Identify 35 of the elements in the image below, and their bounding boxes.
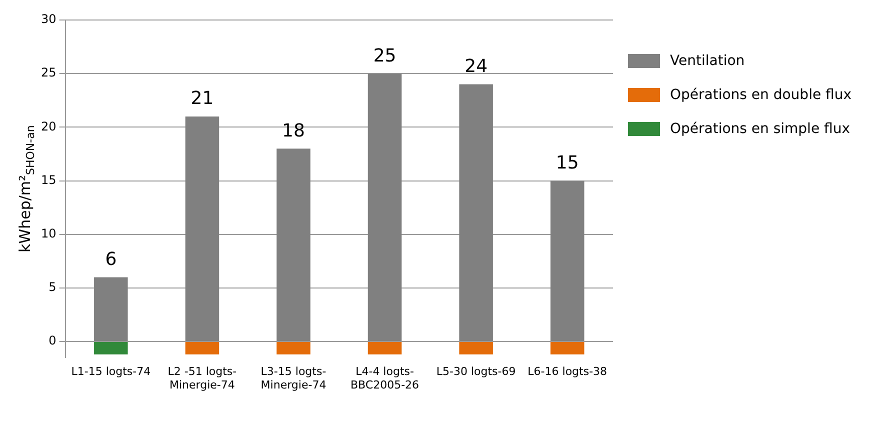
y-tick-label: 0 [48, 334, 56, 348]
bar [94, 277, 128, 342]
bar [185, 116, 220, 342]
bar [459, 342, 493, 354]
data-label: 6 [105, 248, 117, 270]
y-tick-label: 5 [48, 280, 56, 294]
x-tick-label: L1-15 logts-74 [71, 365, 151, 378]
bar [459, 84, 493, 342]
x-tick-label: L3-15 logts-Minergie-74 [260, 365, 326, 392]
data-label: 24 [464, 56, 488, 77]
y-tick-label: 10 [40, 226, 56, 240]
data-label: 21 [190, 88, 214, 110]
y-tick-label: 25 [40, 66, 56, 80]
data-label: 18 [282, 120, 305, 142]
data-label: 15 [556, 152, 579, 174]
bar [276, 148, 310, 342]
legend-label: Opérations en double flux [670, 87, 852, 103]
x-tick-label: L4-4 logts-BBC2005-26 [350, 365, 420, 392]
legend-label: Ventilation [670, 53, 745, 69]
y-tick-label: 20 [40, 119, 56, 134]
y-tick-label: 15 [40, 172, 56, 187]
x-tick-label: L5-30 logts-69 [436, 365, 516, 378]
bar [185, 342, 220, 354]
data-label: 25 [373, 45, 396, 66]
bar [550, 342, 584, 354]
bar [550, 180, 584, 342]
legend-label: Opérations en simple flux [670, 121, 850, 137]
y-tick-label: 30 [40, 12, 56, 26]
bar [368, 74, 402, 342]
x-tick-label: L6-16 logts-38 [528, 365, 608, 378]
bar [368, 342, 402, 354]
x-tick-label: L2 -51 logts-Minergie-74 [168, 365, 237, 392]
bar [276, 342, 310, 354]
bar [94, 342, 128, 354]
y-axis-title: kWhep/m²SHON-an [16, 125, 37, 252]
